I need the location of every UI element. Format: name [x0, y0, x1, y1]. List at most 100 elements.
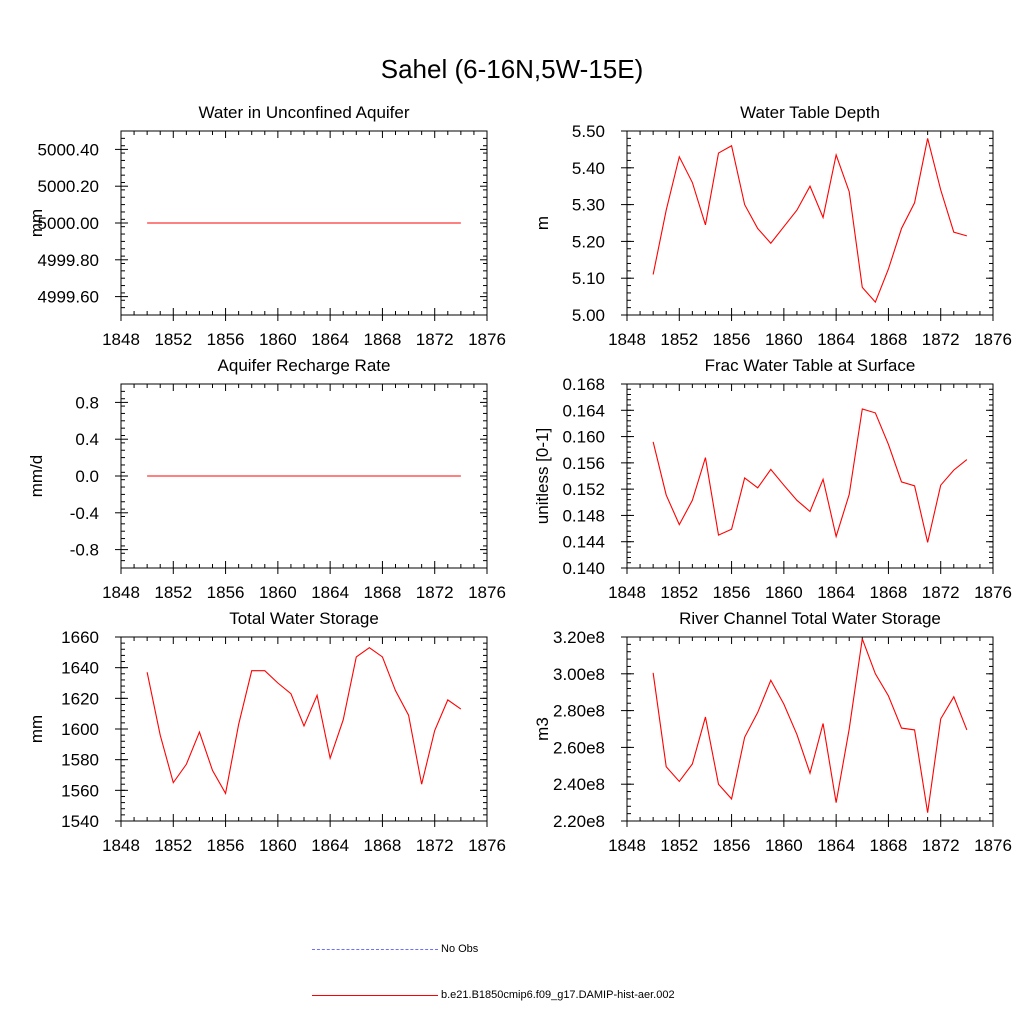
y-tick-label: 5000.00 [38, 214, 99, 233]
x-tick-label: 1860 [765, 330, 803, 349]
plot-frame [626, 383, 994, 569]
x-tick-label: 1860 [765, 836, 803, 855]
y-tick-label: 0.160 [562, 428, 605, 447]
series-line [652, 638, 968, 813]
y-axis-label: m3 [533, 717, 552, 741]
chart-panel-1: Water in Unconfined Aquifer mm 1848 1852 185… [27, 103, 506, 349]
x-tick-label: 1860 [259, 583, 297, 602]
y-tick-label: 5.00 [572, 306, 605, 325]
x-tick-label: 1868 [870, 836, 908, 855]
y-tick-label: 5.20 [572, 232, 605, 251]
y-tick-label: 1600 [61, 720, 99, 739]
y-tick-label: 3.20e8 [553, 628, 605, 647]
y-tick-label: 0.0 [75, 467, 99, 486]
series-line [652, 408, 968, 543]
y-tick-label: 3.00e8 [553, 665, 605, 684]
x-tick-label: 1872 [922, 836, 960, 855]
y-tick-label: 1620 [61, 689, 99, 708]
x-tick-label: 1852 [660, 330, 698, 349]
y-tick-label: 1560 [61, 781, 99, 800]
y-axis-label: mm [27, 209, 46, 237]
y-tick-label: -0.4 [70, 504, 99, 523]
y-tick-label: 5.30 [572, 196, 605, 215]
plot-frame [626, 130, 994, 316]
y-tick-label: 0.144 [562, 533, 605, 552]
x-tick-label: 1852 [154, 836, 192, 855]
y-tick-label: 1640 [61, 659, 99, 678]
x-tick-label: 1856 [207, 330, 245, 349]
x-tick-label: 1864 [817, 583, 855, 602]
y-tick-label: 5.10 [572, 269, 605, 288]
y-tick-label: 0.164 [562, 401, 605, 420]
x-tick-label: 1868 [364, 583, 402, 602]
y-tick-label: 0.168 [562, 375, 605, 394]
x-tick-label: 1848 [102, 583, 140, 602]
x-tick-label: 1848 [102, 330, 140, 349]
x-tick-label: 1864 [817, 330, 855, 349]
y-tick-label: 0.8 [75, 393, 99, 412]
y-tick-label: 2.40e8 [553, 775, 605, 794]
x-tick-label: 1856 [207, 583, 245, 602]
x-tick-label: 1848 [608, 836, 646, 855]
y-axis-label: m [533, 216, 552, 230]
x-tick-label: 1872 [922, 330, 960, 349]
plot-frame [120, 636, 488, 822]
y-tick-label: -0.8 [70, 541, 99, 560]
x-tick-label: 1848 [608, 330, 646, 349]
panel-title: Frac Water Table at Surface [705, 356, 916, 375]
y-tick-label: 1580 [61, 751, 99, 770]
plot-frame [626, 636, 994, 822]
y-tick-label: 2.20e8 [553, 812, 605, 831]
y-axis-label: mm/d [27, 455, 46, 498]
x-tick-label: 1876 [468, 330, 506, 349]
x-tick-label: 1872 [416, 583, 454, 602]
x-tick-label: 1876 [468, 583, 506, 602]
x-tick-label: 1872 [922, 583, 960, 602]
x-tick-label: 1856 [713, 583, 751, 602]
x-tick-label: 1852 [154, 583, 192, 602]
x-tick-label: 1872 [416, 330, 454, 349]
x-tick-label: 1848 [102, 836, 140, 855]
chart-panel-2: Water Table Depth m 1848 1852 1856 1860 1864 18… [533, 103, 1012, 349]
y-tick-label: 2.80e8 [553, 702, 605, 721]
y-tick-label: 0.148 [562, 506, 605, 525]
y-tick-label: 2.60e8 [553, 738, 605, 757]
y-tick-label: 5.50 [572, 122, 605, 141]
x-tick-label: 1856 [207, 836, 245, 855]
x-tick-label: 1856 [713, 330, 751, 349]
x-tick-label: 1876 [974, 836, 1012, 855]
x-tick-label: 1872 [416, 836, 454, 855]
y-tick-label: 0.140 [562, 559, 605, 578]
chart-panel-3: Aquifer Recharge Rate mm/d 1848 1852 1856 186… [27, 356, 506, 602]
x-tick-label: 1848 [608, 583, 646, 602]
x-tick-label: 1876 [974, 330, 1012, 349]
y-tick-label: 1540 [61, 812, 99, 831]
series-line [652, 138, 968, 304]
x-tick-label: 1856 [713, 836, 751, 855]
panel-title: Total Water Storage [229, 609, 379, 628]
x-tick-label: 1860 [259, 330, 297, 349]
y-tick-label: 0.152 [562, 480, 605, 499]
x-tick-label: 1868 [870, 583, 908, 602]
chart-panel-5: Total Water Storage mm 1848 1852 1856 1860 186… [27, 609, 506, 855]
y-tick-label: 0.4 [75, 430, 99, 449]
panel-title: Water in Unconfined Aquifer [198, 103, 409, 122]
x-tick-label: 1868 [364, 836, 402, 855]
x-tick-label: 1860 [259, 836, 297, 855]
panel-title: Water Table Depth [740, 103, 880, 122]
y-tick-label: 5000.40 [38, 140, 99, 159]
x-tick-label: 1864 [311, 330, 349, 349]
y-tick-label: 5.40 [572, 159, 605, 178]
x-tick-label: 1876 [468, 836, 506, 855]
y-tick-label: 1660 [61, 628, 99, 647]
series-line [146, 647, 462, 795]
x-tick-label: 1876 [974, 583, 1012, 602]
x-tick-label: 1860 [765, 583, 803, 602]
chart-panel-4: Frac Water Table at Surface unitless [0-1… [533, 356, 1012, 602]
y-tick-label: 4999.60 [38, 288, 99, 307]
y-axis-label: mm [27, 715, 46, 743]
panel-title: River Channel Total Water Storage [679, 609, 941, 628]
x-tick-label: 1852 [660, 836, 698, 855]
panel-title: Aquifer Recharge Rate [218, 356, 391, 375]
